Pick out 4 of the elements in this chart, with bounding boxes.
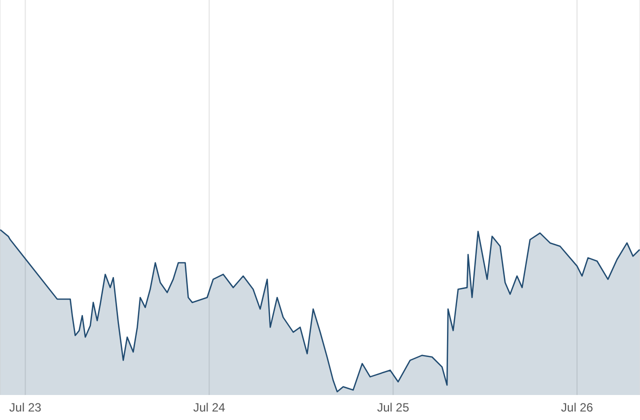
x-tick-label: Jul 24 bbox=[193, 400, 226, 415]
x-tick-label: Jul 23 bbox=[9, 400, 42, 415]
x-tick-label: Jul 25 bbox=[377, 400, 410, 415]
x-tick-label: Jul 26 bbox=[561, 400, 594, 415]
